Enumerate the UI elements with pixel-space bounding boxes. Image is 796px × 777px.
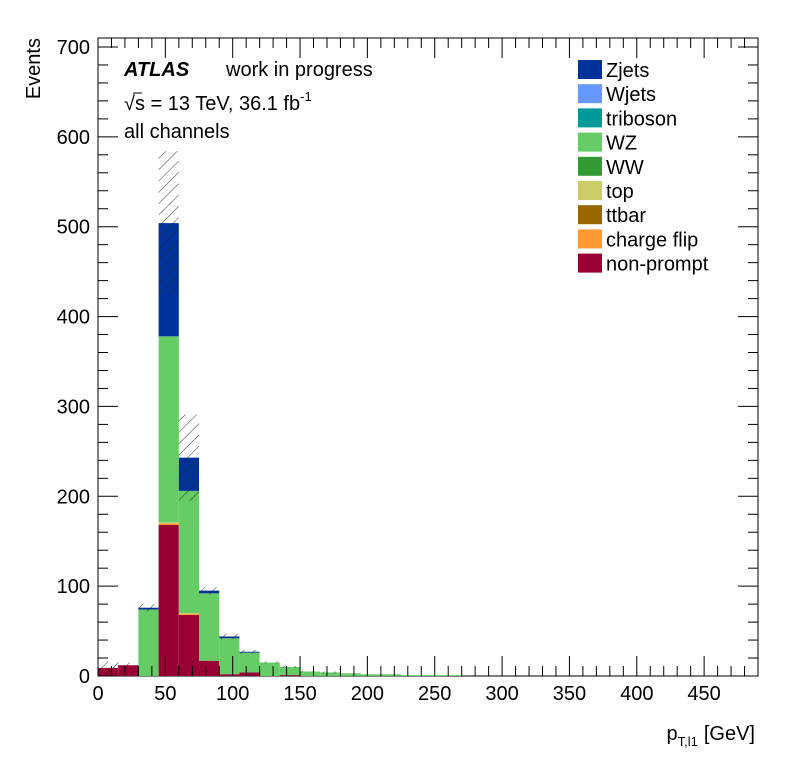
uncertainty-band-bin-10 [300, 670, 321, 673]
x-tick-label: 150 [283, 683, 316, 705]
y-tick-label: 0 [79, 666, 90, 688]
legend-swatch-WW [578, 156, 602, 176]
legend-label-ttbar: ttbar [606, 205, 646, 227]
y-tick-label: 500 [57, 217, 90, 239]
y-tick-label: 400 [57, 307, 90, 329]
bar-WZ-bin-12 [340, 673, 361, 676]
legend-label-charge-flip: charge flip [606, 229, 698, 251]
energy-lumi-label: √s = 13 TeV, 36.1 fb-1 [124, 89, 312, 115]
y-tick-label: 200 [57, 486, 90, 508]
bar-non-prompt-bin-9 [279, 675, 301, 676]
y-axis: 0 100 200 300 400 500 600 700 [57, 37, 758, 688]
bar-WZ-bin-6 [219, 638, 240, 675]
bar-non-prompt-bin-1 [118, 665, 139, 676]
legend-label-non-prompt: non-prompt [606, 254, 709, 276]
uncertainty-hatches [98, 151, 341, 675]
uncertainty-band-bin-1 [118, 662, 139, 668]
bar-WZ-bin-3 [158, 336, 179, 523]
uncertainty-band-bin-3 [158, 151, 179, 295]
x-tick-label: 300 [485, 683, 518, 705]
atlas-label: ATLAS [123, 59, 190, 81]
x-tick-label: 100 [216, 683, 249, 705]
x-tick-label: 250 [418, 683, 451, 705]
bar-WZ-bin-2 [138, 609, 159, 676]
legend-label-WZ: WZ [606, 133, 637, 155]
y-tick-label: 100 [57, 576, 90, 598]
legend-label-WW: WW [606, 157, 644, 179]
channel-label: all channels [124, 121, 230, 143]
bar-charge-flip-bin-4 [178, 614, 200, 615]
x-axis: 0 50 100 150 200 250 300 350 400 450 [92, 38, 759, 705]
bar-non-prompt-bin-5 [199, 660, 220, 676]
legend-swatch-non-prompt [578, 253, 602, 273]
uncertainty-band-bin-5 [199, 587, 220, 595]
uncertainty-band-bin-6 [219, 633, 240, 640]
bar-non-prompt-bin-3 [158, 525, 179, 676]
bar-non-prompt-bin-4 [178, 614, 200, 676]
bar-top-bin-4 [178, 613, 200, 614]
bar-WZ-bin-13 [360, 674, 381, 676]
legend-swatch-Wjets [578, 84, 602, 104]
legend-label-triboson: triboson [606, 108, 677, 130]
x-tick-label: 400 [620, 683, 653, 705]
x-tick-label: 50 [154, 683, 176, 705]
uncertainty-band-bin-0 [98, 661, 119, 675]
uncertainty-band-bin-2 [138, 604, 159, 612]
bar-non-prompt-bin-7 [239, 672, 260, 676]
x-tick-label: 0 [92, 683, 103, 705]
legend-label-top: top [606, 181, 634, 203]
legend-swatch-top [578, 181, 602, 200]
uncertainty-band-bin-4 [178, 414, 200, 501]
legend-swatch-Zjets [578, 60, 602, 79]
x-tick-label: 450 [687, 683, 720, 705]
legend-swatch-WZ [578, 132, 602, 152]
legend-label-Zjets: Zjets [606, 60, 649, 82]
bar-WZ-bin-14 [380, 674, 402, 676]
bar-non-prompt-bin-6 [219, 674, 240, 676]
y-tick-label: 700 [57, 37, 90, 59]
bar-WZ-bin-11 [320, 672, 341, 676]
bar-top-bin-3 [158, 522, 179, 524]
bar-WZ-bin-10 [300, 671, 321, 676]
uncertainty-band-bin-11 [320, 671, 341, 674]
bar-WZ-bin-16 [421, 675, 442, 676]
work-in-progress-label: work in progress [225, 59, 373, 81]
bar-WZ-bin-8 [259, 662, 280, 676]
uncertainty-band-bin-9 [279, 666, 301, 668]
legend-swatch-triboson [578, 108, 602, 128]
bar-WZ-bin-15 [401, 675, 422, 676]
legend-swatch-charge-flip [578, 229, 602, 249]
bar-WZ-bin-7 [239, 652, 260, 673]
y-tick-label: 300 [57, 396, 90, 418]
legend-swatch-ttbar [578, 205, 602, 225]
uncertainty-band-bin-7 [239, 649, 260, 654]
y-axis-label: Events [23, 38, 45, 99]
bar-charge-flip-bin-3 [158, 523, 179, 526]
legend-label-Wjets: Wjets [606, 84, 656, 106]
x-axis-label: pT,l1 [GeV] [667, 723, 756, 749]
x-tick-label: 350 [553, 683, 586, 705]
x-tick-label: 200 [351, 683, 384, 705]
bar-WZ-bin-5 [199, 593, 220, 661]
bar-WZ-bin-9 [279, 667, 301, 676]
uncertainty-band-bin-8 [259, 661, 280, 664]
bar-WZ-bin-4 [178, 490, 200, 614]
bar-WZ-bin-17 [441, 675, 462, 676]
y-tick-label: 600 [57, 127, 90, 149]
